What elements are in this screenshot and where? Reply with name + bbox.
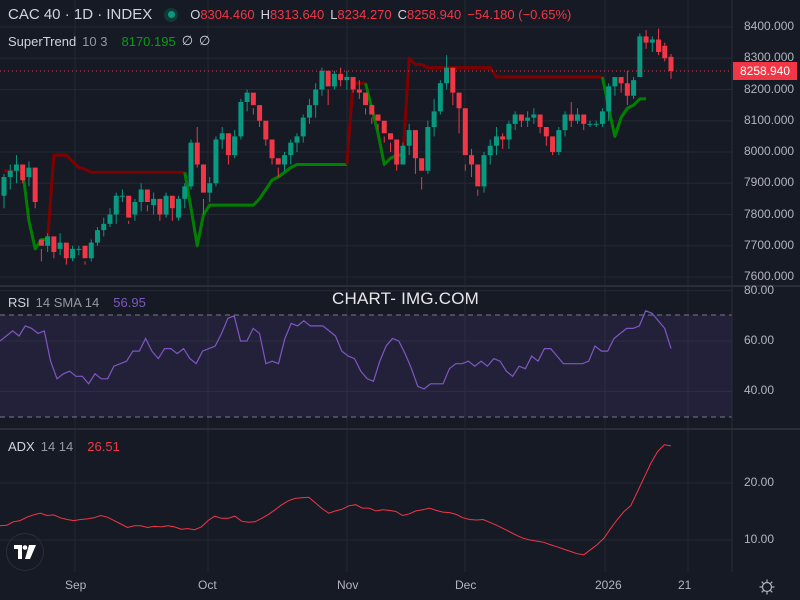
adx-axis-label: 10.00 (744, 532, 775, 546)
price-axis-label: 8200.000 (744, 81, 795, 96)
supertrend-segment (600, 76, 647, 138)
current-price-tag: 8258.940 (733, 62, 797, 80)
adx-line (0, 444, 672, 556)
symbol-legend: CAC 40 · 1D · INDEX O8304.460 H8313.640 … (8, 6, 571, 23)
chart-settings-icon[interactable] (759, 579, 775, 595)
time-axis-label: 2026 (595, 578, 622, 592)
supertrend-name: SuperTrend (8, 33, 77, 49)
time-axis-label: Nov (337, 578, 359, 592)
time-axis-label: 21 (678, 578, 692, 592)
adx-params: 14 14 (40, 439, 74, 454)
price-axis-label: 8100.000 (744, 112, 795, 127)
tradingview-logo-icon (14, 545, 36, 559)
market-status-icon (164, 7, 179, 22)
supertrend-value: 8170.195 (121, 33, 176, 49)
high-value: 8313.640 (269, 7, 325, 22)
rsi-value: 56.95 (113, 295, 146, 310)
price-axis-label: 8000.000 (744, 144, 795, 158)
rsi-line (0, 310, 672, 390)
price-axis-label: 7900.000 (744, 175, 795, 190)
supertrend-params: 10 3 (82, 33, 108, 49)
rsi-axis-label: 80.00 (744, 282, 775, 297)
rsi-legend[interactable]: RSI 14 SMA 14 56.95 (8, 295, 146, 310)
high-label: H (260, 7, 270, 22)
supertrend-legend[interactable]: SuperTrend 10 3 8170.195 ∅ ∅ (8, 33, 210, 49)
symbol-title[interactable]: CAC 40 · 1D · INDEX (8, 6, 153, 23)
time-axis-label: Oct (198, 578, 217, 592)
close-value: 8258.940 (407, 7, 462, 22)
supertrend-segment (46, 153, 185, 240)
price-axis-label: 7600.000 (744, 269, 795, 283)
rsi-axis-label: 60.00 (744, 333, 775, 347)
price-axis-label: 7800.000 (744, 206, 795, 221)
rsi-name: RSI (8, 295, 30, 310)
open-label: O (190, 7, 201, 22)
adx-value: 26.51 (87, 439, 120, 454)
supertrend-line (4, 56, 647, 251)
close-label: C (397, 7, 408, 22)
rsi-band-background (0, 315, 732, 417)
time-axis-label: Dec (455, 578, 477, 592)
price-axis-label: 8300.000 (744, 50, 795, 65)
low-label: L (330, 7, 338, 22)
empty-value-icon: ∅ (181, 33, 194, 48)
supertrend-segment (183, 163, 347, 248)
rsi-axis-label: 40.00 (744, 383, 775, 398)
low-value: 8234.270 (337, 7, 392, 22)
price-axis-label: 8400.000 (744, 19, 795, 33)
open-value: 8304.460 (200, 7, 255, 22)
price-axis-label: 7700.000 (744, 237, 795, 252)
change-value: −54.180 (−0.65%) (467, 7, 572, 22)
supertrend-segment (401, 56, 603, 156)
adx-legend[interactable]: ADX 14 14 26.51 (8, 439, 120, 454)
empty-value-icon: ∅ (199, 33, 211, 48)
rsi-params: 14 SMA 14 (35, 295, 100, 310)
tradingview-logo[interactable] (6, 533, 44, 571)
watermark: CHART- IMG.COM (332, 289, 479, 308)
time-axis-label: Sep (65, 578, 87, 592)
candlestick-series (1, 28, 674, 265)
adx-axis-label: 20.00 (744, 475, 775, 489)
adx-name: ADX (8, 439, 35, 454)
